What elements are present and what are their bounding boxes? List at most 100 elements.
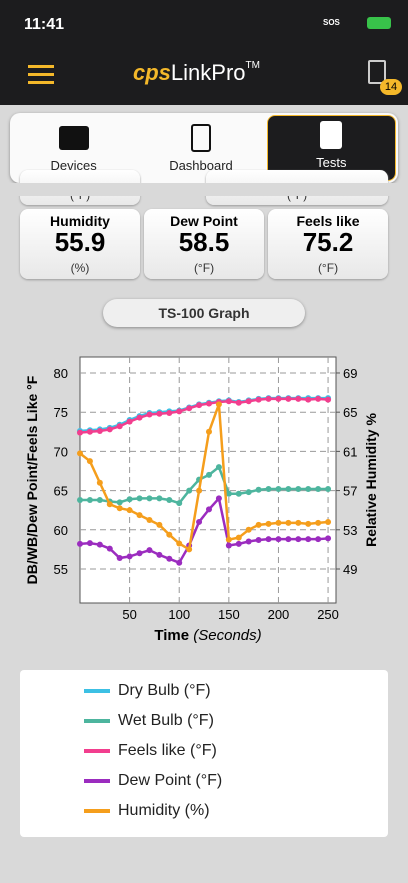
tab-label: Dashboard [169, 158, 233, 173]
card-value: 58.5 [178, 227, 230, 257]
y-tick-label: 75 [54, 405, 68, 420]
card: Dew Point 58.5 (°F) [144, 209, 264, 279]
data-point [245, 538, 252, 545]
data-point [126, 507, 133, 514]
card-label: Feels like [296, 213, 360, 229]
data-point [86, 458, 93, 465]
y-tick-label: 70 [54, 444, 68, 459]
data-point [295, 536, 302, 543]
data-point [116, 555, 123, 562]
data-point [156, 551, 163, 558]
data-point [255, 396, 262, 403]
data-point [265, 395, 272, 402]
data-point [285, 395, 292, 402]
data-point [106, 426, 113, 433]
data-point [215, 464, 222, 471]
data-point [126, 496, 133, 503]
y-axis-label: DB/WB/Dew Point/Feels Like °F [24, 375, 40, 584]
legend-label: Wet Bulb (°F) [118, 712, 214, 729]
tab[interactable]: Dashboard [137, 113, 264, 183]
legend-swatch [84, 689, 110, 693]
x-tick-label: 100 [168, 607, 190, 622]
data-point [146, 411, 153, 418]
graph-button[interactable]: TS-100 Graph [103, 299, 305, 327]
data-point [156, 521, 163, 528]
y-tick-label: 55 [54, 562, 68, 577]
data-point [106, 501, 113, 508]
data-point [186, 405, 193, 412]
y2-tick-label: 61 [343, 444, 357, 459]
data-point [235, 540, 242, 547]
data-point [186, 487, 193, 494]
divider [0, 183, 408, 196]
legend-swatch [84, 749, 110, 753]
plot-area [79, 356, 337, 604]
y2-tick-label: 57 [343, 484, 357, 499]
data-point [116, 505, 123, 512]
sos: SOS [323, 18, 340, 27]
y-tick-label: 80 [54, 366, 68, 381]
card-unit: (°F) [193, 261, 215, 275]
data-point [176, 540, 183, 547]
legend-label: Dry Bulb (°F) [118, 682, 211, 699]
data-point [196, 518, 203, 525]
data-point [77, 540, 83, 547]
data-point [305, 486, 312, 493]
data-point [265, 520, 272, 527]
data-point [205, 506, 212, 513]
data-point [325, 535, 332, 542]
data-point [86, 540, 93, 547]
x-tick-label: 250 [317, 607, 339, 622]
data-point [225, 398, 232, 405]
data-point [106, 545, 113, 552]
data-point [176, 559, 183, 566]
data-point [325, 486, 332, 493]
data-point [196, 487, 203, 494]
logo-brand: cps [133, 60, 171, 85]
x-axis-title: Time [154, 627, 189, 644]
data-point [255, 536, 262, 543]
data-point [166, 555, 173, 562]
data-point [96, 541, 103, 548]
chart: 55 60 65 70 75 80 49 53 57 61 65 69 50 100 150 200 250 Ti… [24, 356, 379, 644]
x-tick-label: 150 [218, 607, 240, 622]
tab[interactable]: Devices [10, 113, 137, 183]
battery [367, 17, 391, 29]
legend-item: Feels like (°F) [84, 742, 217, 760]
status-time: 11:41 [24, 16, 65, 33]
data-point [295, 395, 302, 402]
menu-button[interactable] [28, 65, 54, 84]
y2-tick-label: 49 [343, 562, 357, 577]
data-point [275, 486, 282, 493]
data-point [275, 536, 282, 543]
x-axis-label: Time (Seconds) [154, 627, 261, 644]
data-point [285, 536, 292, 543]
data-point [235, 534, 242, 541]
y-tick-label: 65 [54, 484, 68, 499]
data-point [225, 536, 232, 543]
legend-swatch [84, 719, 110, 723]
y2-tick-label: 53 [343, 523, 357, 538]
legend-label: Feels like (°F) [118, 742, 217, 759]
data-point [275, 519, 282, 526]
card-value: 75.2 [302, 227, 354, 257]
reports-button[interactable] [368, 60, 386, 84]
card-unit: (%) [70, 261, 90, 275]
card: Feels like 75.2 (°F) [268, 209, 388, 279]
data-point [285, 486, 292, 493]
data-point [315, 395, 322, 402]
data-point [86, 496, 93, 503]
legend-item: Wet Bulb (°F) [84, 712, 214, 730]
data-point [315, 519, 322, 526]
data-point [215, 495, 222, 502]
data-point [305, 396, 312, 403]
card-label: Humidity [50, 213, 110, 229]
x-tick-label: 50 [122, 607, 136, 622]
data-point [96, 428, 103, 435]
data-point [235, 490, 242, 497]
data-point [245, 489, 252, 496]
y2-tick-label: 69 [343, 366, 357, 381]
data-point [205, 428, 212, 435]
legend-label: Humidity (%) [118, 802, 210, 819]
data-point [215, 401, 222, 408]
